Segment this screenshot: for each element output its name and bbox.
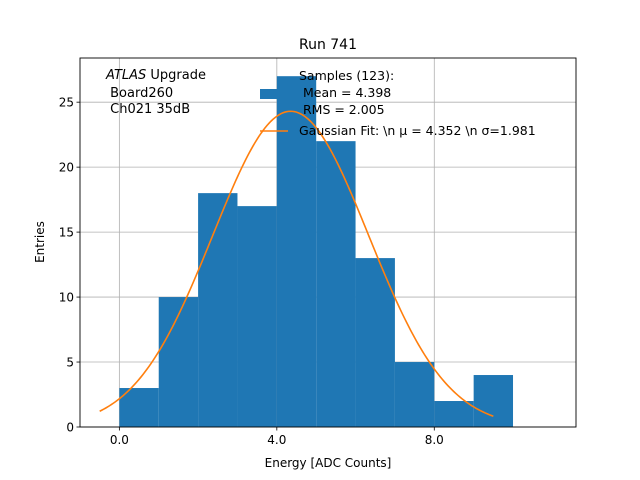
histogram-bar: [237, 206, 277, 427]
atlas-annotation-line1: ATLAS Upgrade: [105, 68, 206, 83]
plot-frame: [79, 57, 577, 428]
chart-title: Run 741: [299, 37, 357, 53]
y-tick-label: 25: [59, 96, 74, 110]
legend-fit-label: Gaussian Fit: \n μ = 4.352 \n σ=1.981: [299, 123, 536, 138]
y-tick-label: 10: [59, 291, 74, 305]
histogram-bar: [119, 388, 159, 427]
legend-hist-line2: Mean = 4.398: [299, 85, 391, 100]
histogram-bar: [394, 362, 435, 427]
y-tick-label: 5: [66, 356, 74, 370]
x-tick-label: 8.0: [425, 433, 444, 447]
x-tick-label: 4.0: [267, 433, 286, 447]
atlas-italic-label: ATLAS: [105, 68, 146, 83]
legend-hist-line1: Samples (123):: [299, 68, 394, 83]
histogram-bar: [158, 297, 199, 427]
y-axis-label: Entries: [33, 221, 47, 263]
fit-curve-group: [99, 110, 494, 417]
y-tick-label: 20: [59, 161, 74, 175]
histogram-bars: [119, 76, 514, 428]
x-tick-label: 0.0: [110, 433, 129, 447]
atlas-annotation-line3: Ch021 35dB: [106, 102, 190, 117]
histogram-bar: [434, 401, 474, 427]
legend-hist-line3: RMS = 2.005: [299, 102, 385, 117]
legend-hist-swatch: [260, 89, 288, 99]
atlas-upgrade-label: Upgrade: [146, 68, 206, 83]
x-axis-label: Energy [ADC Counts]: [265, 456, 392, 470]
atlas-annotation-line2: Board260: [106, 86, 173, 101]
axis-ticks: 0.0 4.0 8.0 0 5 10 15 20 25: [59, 96, 444, 447]
histogram-bar: [316, 141, 356, 428]
histogram-bar: [198, 193, 238, 427]
y-tick-label: 0: [66, 421, 74, 435]
histogram-bar: [276, 76, 317, 428]
gaussian-fit-curve: [99, 110, 494, 417]
y-tick-label: 15: [59, 226, 74, 240]
histogram-bar: [473, 375, 514, 427]
histogram-bar: [355, 258, 395, 427]
